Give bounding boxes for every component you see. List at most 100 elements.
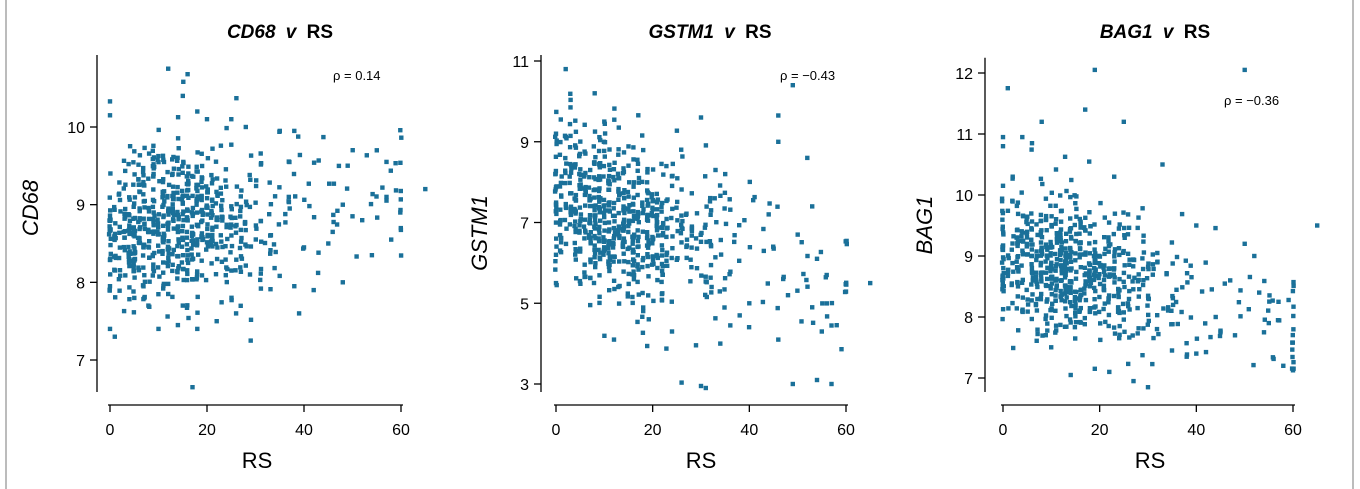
- data-point: [180, 164, 185, 169]
- data-point: [626, 223, 631, 229]
- data-point: [717, 289, 722, 294]
- data-point: [999, 260, 1005, 265]
- data-point: [635, 238, 641, 244]
- data-point: [155, 229, 160, 234]
- data-point: [117, 224, 122, 230]
- data-point: [1014, 203, 1020, 209]
- data-point: [612, 233, 617, 239]
- data-point: [1184, 341, 1189, 346]
- data-point: [170, 184, 176, 189]
- data-point: [208, 215, 214, 220]
- data-point: [1135, 331, 1140, 336]
- data-point: [247, 172, 252, 178]
- data-point: [215, 192, 220, 197]
- title-rest: RS: [307, 22, 333, 43]
- data-point: [1087, 309, 1093, 315]
- data-point: [301, 245, 307, 250]
- data-point: [592, 243, 597, 248]
- data-point: [713, 167, 718, 173]
- data-point: [621, 191, 626, 196]
- data-point: [156, 243, 161, 248]
- data-point: [602, 131, 608, 136]
- data-point: [1091, 277, 1097, 283]
- data-point: [582, 122, 587, 127]
- data-point: [247, 204, 253, 210]
- data-point: [597, 199, 602, 204]
- data-point: [1106, 296, 1111, 301]
- data-point: [583, 151, 588, 156]
- data-point: [722, 305, 727, 310]
- data-point: [224, 224, 229, 230]
- data-point: [1005, 208, 1011, 213]
- title-gene: CD68: [227, 22, 276, 43]
- data-point: [597, 294, 602, 299]
- data-point: [636, 220, 641, 225]
- data-point: [194, 164, 199, 169]
- data-point: [1150, 361, 1155, 367]
- data-point: [651, 261, 656, 266]
- data-point: [1116, 290, 1121, 296]
- panel-title: CD68 v RS: [227, 22, 333, 43]
- data-point: [587, 213, 593, 218]
- data-point: [161, 231, 166, 236]
- data-point: [1092, 239, 1098, 245]
- data-point: [150, 252, 155, 258]
- data-point: [1154, 326, 1160, 332]
- data-point: [142, 273, 147, 278]
- data-point: [819, 329, 824, 334]
- data-point: [1132, 275, 1137, 280]
- data-point: [578, 139, 583, 144]
- data-point: [568, 191, 573, 196]
- data-point: [194, 186, 199, 191]
- data-point: [1145, 385, 1151, 390]
- data-point: [742, 218, 747, 223]
- data-point: [573, 118, 578, 123]
- y-axis-label: CD68: [18, 179, 43, 236]
- data-point: [591, 203, 597, 209]
- data-point: [1281, 363, 1286, 368]
- data-point: [684, 237, 690, 242]
- data-point: [572, 209, 578, 214]
- data-point: [582, 217, 588, 222]
- data-point: [179, 260, 185, 265]
- data-point: [684, 255, 689, 261]
- data-point: [170, 202, 175, 207]
- data-point: [1102, 263, 1107, 268]
- data-point: [1029, 141, 1035, 146]
- data-point: [761, 226, 766, 232]
- data-point: [567, 174, 572, 179]
- data-point: [253, 223, 259, 228]
- data-point: [1267, 293, 1272, 298]
- data-point: [573, 129, 579, 134]
- data-point: [596, 148, 602, 154]
- data-point: [708, 262, 714, 268]
- data-point: [626, 271, 631, 277]
- data-point: [1077, 298, 1082, 303]
- data-point: [1218, 330, 1223, 335]
- data-point: [1053, 264, 1058, 269]
- data-point: [620, 171, 626, 176]
- data-point: [1208, 334, 1213, 340]
- data-point: [1045, 247, 1050, 252]
- data-point: [601, 235, 606, 240]
- data-point: [1024, 231, 1030, 236]
- data-point: [233, 230, 239, 235]
- data-point: [1169, 348, 1175, 353]
- data-point: [200, 176, 205, 181]
- data-point: [150, 204, 156, 210]
- data-point: [612, 178, 617, 183]
- data-point: [248, 153, 254, 158]
- data-point: [1257, 290, 1262, 295]
- data-point: [248, 317, 254, 322]
- data-point: [214, 217, 219, 222]
- data-point: [664, 250, 670, 255]
- data-point: [1069, 266, 1074, 271]
- data-point: [1266, 320, 1271, 326]
- data-point: [1000, 316, 1005, 322]
- data-point: [578, 212, 584, 217]
- data-point: [171, 154, 176, 160]
- data-point: [1058, 278, 1064, 283]
- data-point: [180, 201, 185, 206]
